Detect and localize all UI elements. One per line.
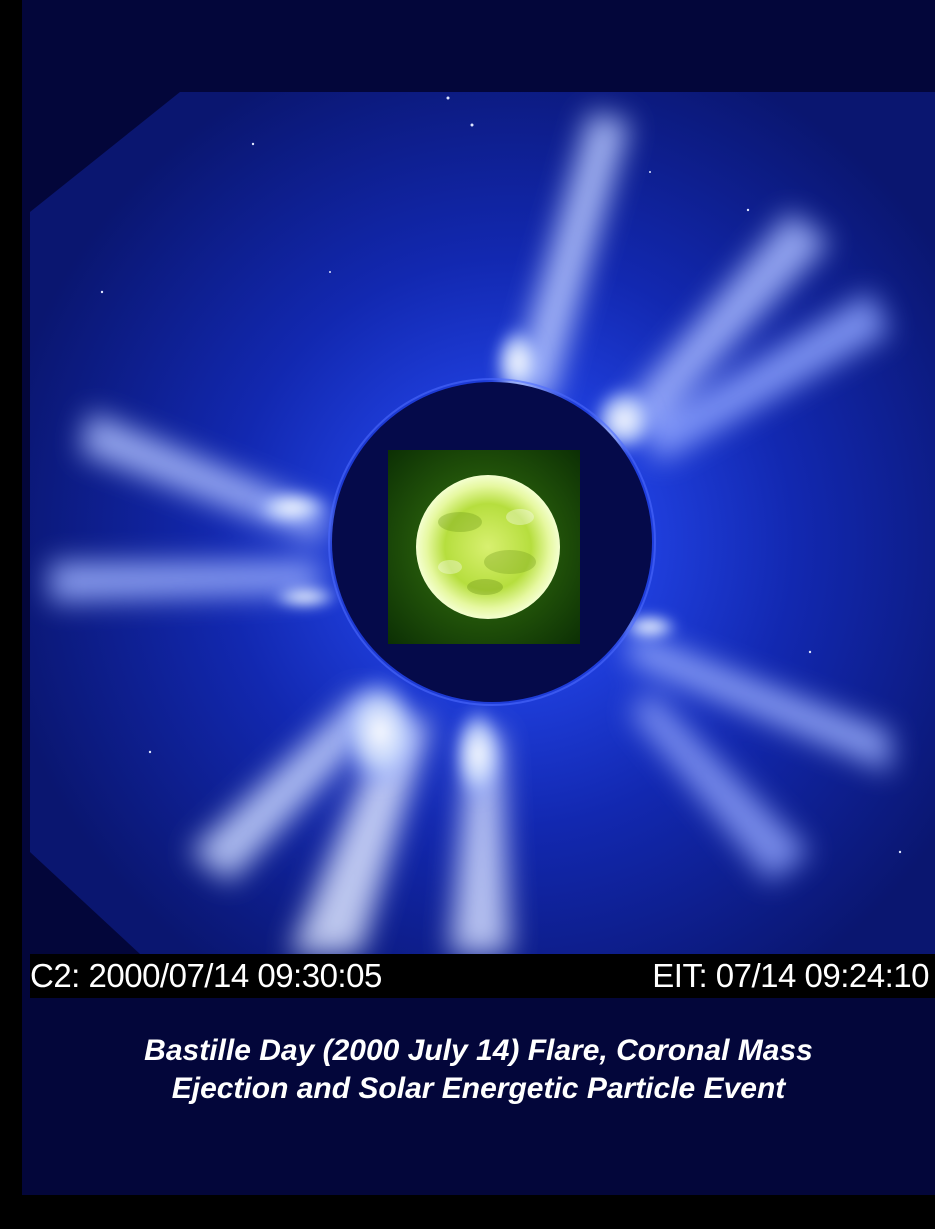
eit-timestamp: EIT: 07/14 09:24:10 <box>652 956 929 996</box>
corona-svg <box>30 92 935 954</box>
sun-disk <box>416 475 560 619</box>
caption: Bastille Day (2000 July 14) Flare, Coron… <box>22 1032 935 1108</box>
left-border <box>0 0 22 1229</box>
coronagraph-image <box>30 92 935 954</box>
caption-line-1: Bastille Day (2000 July 14) Flare, Coron… <box>22 1032 935 1070</box>
c2-timestamp: C2: 2000/07/14 09:30:05 <box>30 956 382 996</box>
caption-line-2: Ejection and Solar Energetic Particle Ev… <box>22 1070 935 1108</box>
timestamp-bar: C2: 2000/07/14 09:30:05 EIT: 07/14 09:24… <box>30 954 935 998</box>
bottom-border <box>22 1195 935 1229</box>
